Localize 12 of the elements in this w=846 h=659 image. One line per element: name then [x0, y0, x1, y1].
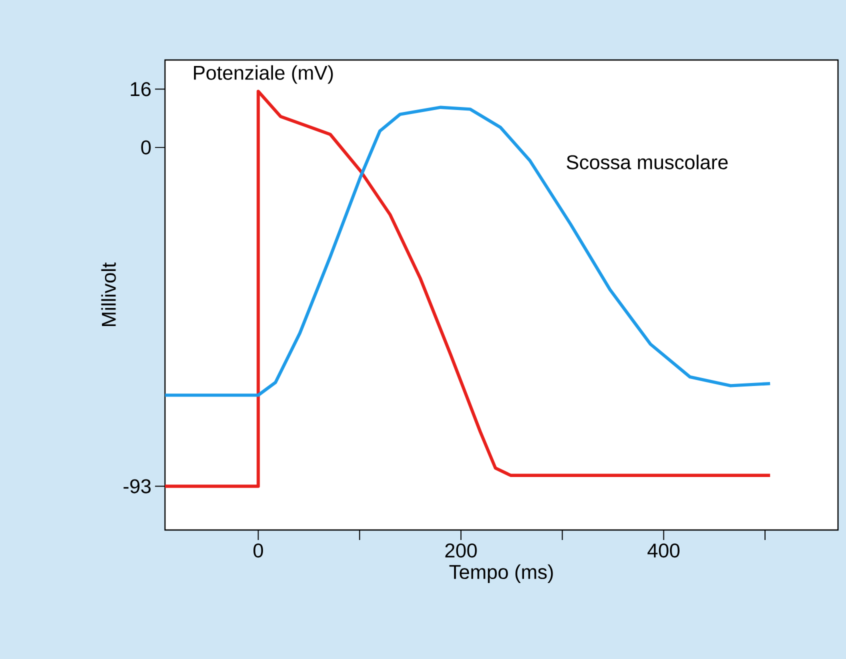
x-tick-label: 0 — [253, 543, 264, 558]
y-tick-label: 16 — [130, 82, 151, 96]
line-series — [163, 90, 772, 488]
y-tick-label: 0 — [141, 140, 151, 154]
series-label: Potenziale (mV) — [194, 65, 333, 84]
x-axis-title: Tempo (ms) — [449, 564, 553, 584]
series-label: Scossa muscolare — [566, 154, 728, 170]
x-tick-label: 400 — [648, 543, 680, 558]
y-tick-label: -93 — [124, 479, 151, 494]
y-axis-title: Millivolt — [101, 262, 116, 326]
line-series — [163, 106, 772, 397]
x-tick-label: 200 — [445, 543, 477, 558]
